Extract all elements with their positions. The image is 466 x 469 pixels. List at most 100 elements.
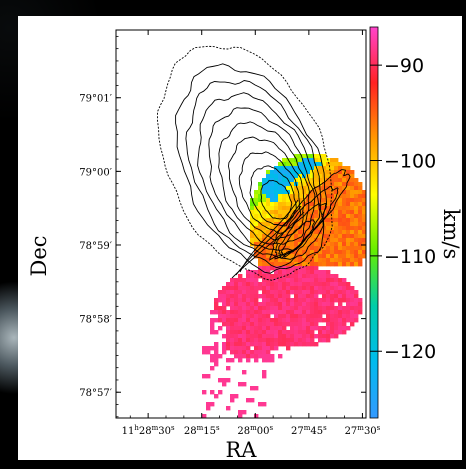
map-pixel	[242, 302, 247, 307]
map-pixel	[246, 298, 251, 303]
map-pixel	[246, 302, 251, 307]
map-pixel	[254, 318, 259, 323]
map-pixel	[258, 342, 263, 347]
map-pixel	[330, 238, 335, 243]
map-pixel	[338, 250, 343, 255]
map-pixel	[278, 174, 283, 179]
map-pixel	[334, 314, 339, 319]
map-pixel	[258, 330, 263, 335]
map-pixel	[354, 194, 359, 199]
map-pixel	[334, 306, 339, 311]
map-pixel	[306, 274, 311, 279]
map-pixel	[254, 334, 259, 339]
map-pixel	[258, 302, 263, 307]
map-pixel	[326, 298, 331, 303]
map-pixel	[246, 270, 251, 275]
map-pixel	[346, 318, 351, 323]
map-pixel	[274, 182, 279, 187]
map-pixel	[298, 270, 303, 275]
map-pixel	[314, 310, 319, 315]
map-pixel	[310, 182, 315, 187]
map-pixel	[258, 402, 263, 407]
map-pixel	[286, 274, 291, 279]
map-pixel	[258, 306, 263, 311]
map-pixel	[358, 246, 363, 251]
map-pixel	[354, 306, 359, 311]
map-pixel	[246, 338, 251, 343]
map-pixel	[258, 254, 263, 259]
map-pixel	[274, 274, 279, 279]
map-pixel	[302, 262, 307, 267]
map-pixel	[338, 322, 343, 327]
map-pixel	[294, 238, 299, 243]
map-pixel	[306, 334, 311, 339]
map-pixel	[270, 222, 275, 227]
map-pixel	[246, 310, 251, 315]
map-pixel	[310, 222, 315, 227]
map-pixel	[334, 170, 339, 175]
map-pixel	[314, 222, 319, 227]
map-pixel	[290, 342, 295, 347]
map-pixel	[338, 282, 343, 287]
map-pixel	[342, 294, 347, 299]
map-pixel	[342, 178, 347, 183]
x-tick-label: 11h28m30s	[122, 424, 175, 437]
map-pixel	[290, 314, 295, 319]
map-pixel	[286, 318, 291, 323]
map-pixel	[330, 258, 335, 263]
map-pixel	[262, 238, 267, 243]
contour-line	[278, 202, 327, 259]
map-pixel	[258, 314, 263, 319]
map-pixel	[318, 306, 323, 311]
map-pixel	[210, 354, 215, 359]
map-pixel	[306, 170, 311, 175]
map-pixel	[266, 290, 271, 295]
map-pixel	[330, 306, 335, 311]
map-pixel	[290, 310, 295, 315]
map-pixel	[342, 210, 347, 215]
map-pixel	[310, 294, 315, 299]
map-pixel	[358, 182, 363, 187]
map-pixel	[350, 314, 355, 319]
map-pixel	[282, 226, 287, 231]
map-pixel	[334, 318, 339, 323]
map-pixel	[274, 322, 279, 327]
map-pixel	[274, 290, 279, 295]
map-pixel	[290, 190, 295, 195]
map-pixel	[202, 414, 207, 418]
map-pixel	[354, 246, 359, 251]
map-pixel	[266, 326, 271, 331]
map-pixel	[210, 318, 215, 323]
map-pixel	[338, 278, 343, 283]
map-pixel	[334, 334, 339, 339]
map-pixel	[314, 186, 319, 191]
colorbar-ticks: −90 −100 −110 −120	[370, 55, 436, 363]
map-pixel	[266, 318, 271, 323]
map-pixel	[230, 318, 235, 323]
contour-line	[274, 185, 339, 260]
map-pixel	[354, 294, 359, 299]
map-pixel	[282, 214, 287, 219]
map-pixel	[290, 162, 295, 167]
map-pixel	[358, 186, 363, 191]
map-pixel	[250, 278, 255, 283]
colorbar-tick-label: −100	[384, 151, 436, 173]
map-pixel	[362, 198, 366, 203]
map-pixel	[350, 322, 355, 327]
map-pixel	[338, 206, 343, 211]
map-pixel	[338, 170, 343, 175]
map-pixel	[326, 310, 331, 315]
map-pixel	[346, 166, 351, 171]
map-pixel	[322, 282, 327, 287]
map-pixel	[214, 330, 219, 335]
map-pixel	[354, 290, 359, 295]
map-pixel	[266, 206, 271, 211]
map-pixel	[226, 298, 231, 303]
map-pixel	[278, 234, 283, 239]
map-pixel	[234, 314, 239, 319]
map-pixel	[254, 338, 259, 343]
map-pixel	[314, 270, 319, 275]
map-pixel	[254, 290, 259, 295]
map-pixel	[282, 190, 287, 195]
map-pixel	[282, 198, 287, 203]
